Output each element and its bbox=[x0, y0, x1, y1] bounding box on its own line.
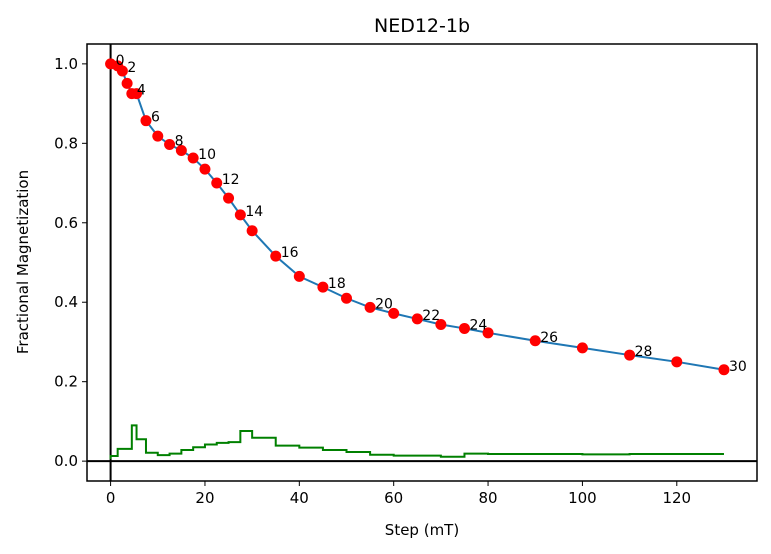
step-difference-line bbox=[109, 424, 724, 460]
point-index-label: 30 bbox=[729, 359, 747, 375]
data-point bbox=[293, 270, 305, 282]
data-point bbox=[317, 281, 329, 293]
point-index-label: 22 bbox=[422, 308, 440, 324]
data-point bbox=[482, 327, 494, 339]
point-index-label: 0 bbox=[116, 53, 125, 69]
data-point bbox=[718, 364, 730, 376]
y-axis-label: Fractional Magnetization bbox=[14, 170, 32, 354]
x-tick-label: 80 bbox=[479, 489, 498, 507]
point-index-label: 8 bbox=[175, 134, 184, 150]
data-point bbox=[529, 335, 541, 347]
y-tick-label: 0.8 bbox=[54, 134, 78, 152]
data-point bbox=[131, 88, 143, 100]
plot-frame bbox=[86, 43, 758, 482]
y-tick-label: 0.4 bbox=[54, 293, 78, 311]
data-point bbox=[624, 349, 636, 361]
x-tick-label: 0 bbox=[106, 489, 116, 507]
point-index-label: 10 bbox=[198, 147, 216, 163]
point-index-label: 14 bbox=[245, 204, 263, 220]
step-difference-layer bbox=[109, 424, 724, 460]
point-index-label: 12 bbox=[222, 172, 240, 188]
data-point bbox=[152, 130, 164, 142]
data-point bbox=[140, 115, 152, 127]
point-index-label: 2 bbox=[127, 60, 136, 76]
point-index-label: 26 bbox=[540, 330, 558, 346]
data-point bbox=[270, 250, 282, 262]
y-tick-label: 0.2 bbox=[54, 373, 78, 391]
chart-title: NED12-1b bbox=[374, 15, 470, 37]
x-tick-label: 100 bbox=[568, 489, 597, 507]
data-point bbox=[341, 292, 353, 304]
y-tick-label: 0.0 bbox=[54, 452, 78, 470]
data-point bbox=[411, 313, 423, 325]
data-point bbox=[187, 152, 199, 164]
point-index-label: 4 bbox=[137, 83, 146, 99]
data-point bbox=[671, 356, 683, 368]
point-index-label: 20 bbox=[375, 296, 393, 312]
data-point bbox=[576, 342, 588, 354]
data-point bbox=[435, 318, 447, 330]
data-points-layer bbox=[105, 58, 730, 376]
x-tick-label: 120 bbox=[662, 489, 691, 507]
data-point bbox=[234, 209, 246, 221]
y-tick-label: 1.0 bbox=[54, 55, 78, 73]
y-tick-label: 0.6 bbox=[54, 214, 78, 232]
point-index-label: 18 bbox=[328, 276, 346, 292]
x-tick-label: 40 bbox=[290, 489, 309, 507]
data-point bbox=[388, 307, 400, 319]
x-axis-label: Step (mT) bbox=[385, 521, 459, 539]
point-index-label: 16 bbox=[281, 245, 299, 261]
zero-reference-lines bbox=[87, 44, 757, 481]
data-point bbox=[116, 65, 128, 77]
x-tick-label: 60 bbox=[384, 489, 403, 507]
data-point bbox=[164, 139, 176, 151]
x-tick-label: 20 bbox=[195, 489, 214, 507]
data-point bbox=[121, 77, 133, 89]
data-point bbox=[364, 301, 376, 313]
point-index-label: 6 bbox=[151, 110, 160, 126]
data-point bbox=[199, 163, 211, 175]
point-index-label: 24 bbox=[469, 317, 487, 333]
data-point bbox=[246, 225, 258, 237]
data-point bbox=[175, 144, 187, 156]
point-index-label: 28 bbox=[635, 344, 653, 360]
data-point bbox=[458, 322, 470, 334]
data-point bbox=[211, 177, 223, 189]
data-point bbox=[223, 192, 235, 204]
